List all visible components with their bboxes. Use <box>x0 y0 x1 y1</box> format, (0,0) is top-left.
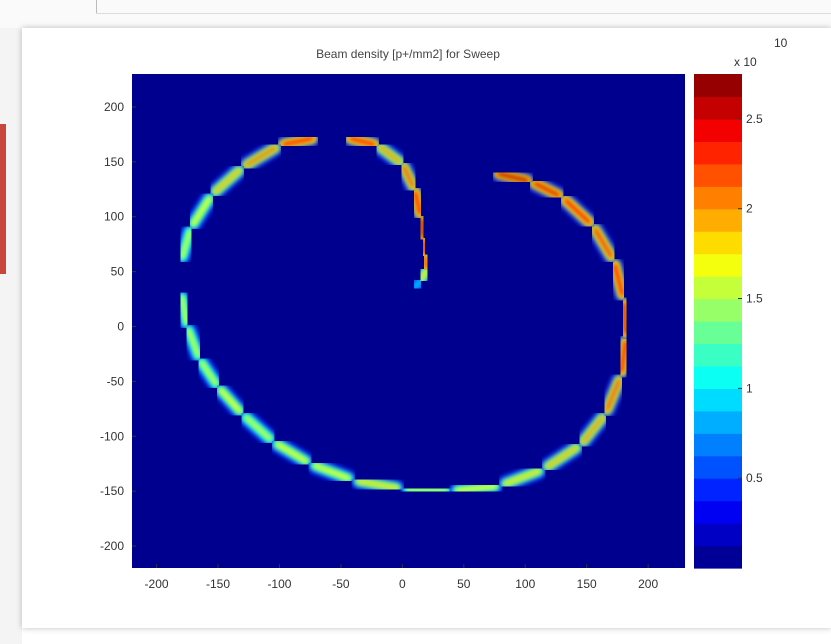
x-tick-label-2: -100 <box>267 577 291 591</box>
y-tick-label-1: 150 <box>104 155 124 169</box>
background-window-edge <box>96 0 97 14</box>
sweep-core-21 <box>275 442 308 464</box>
y-tick-label-0: 200 <box>104 100 124 114</box>
sweep-path <box>172 129 635 500</box>
sweep-core-7 <box>378 145 402 164</box>
y-tick-label-8: -200 <box>100 539 124 553</box>
colorbar-segment-14 <box>694 231 742 255</box>
background-side-strip <box>0 28 22 644</box>
y-tick-label-5: -50 <box>107 374 125 388</box>
sweep-core-29 <box>605 378 622 412</box>
sweep-core-36 <box>496 171 529 183</box>
figure-window: Beam density [p+/mm2] for Sweep -200 -150… <box>22 28 831 628</box>
colorbar-segment-16 <box>694 186 742 210</box>
colorbar-segment-15 <box>694 208 742 232</box>
colorbar-segment-19 <box>694 118 742 142</box>
x-tick-label-4: 0 <box>399 577 406 591</box>
colorbar-segment-18 <box>694 141 742 165</box>
colorbar-axis: 0.5 1 1.5 2 2.5 <box>738 112 763 485</box>
sweep-core-35 <box>533 181 561 198</box>
colorbar-segment-20 <box>694 96 742 120</box>
sweep-core-5 <box>413 190 423 216</box>
y-tick-label-2: 100 <box>104 210 124 224</box>
sweep-core-6 <box>401 165 416 189</box>
colorbar-tick-label-4: 2.5 <box>746 112 763 126</box>
x-tick-label-3: -50 <box>332 577 350 591</box>
sweep-core-13 <box>191 196 212 226</box>
sweep-core-32 <box>612 263 625 297</box>
colorbar-segment-21 <box>694 74 742 98</box>
colorbar-segment-1 <box>694 523 742 547</box>
colorbar-segment-11 <box>694 298 742 322</box>
sweep-core-14 <box>180 229 192 259</box>
sweep-core-11 <box>245 145 278 167</box>
x-tick-label-0: -200 <box>145 577 169 591</box>
sweep-core-12 <box>213 168 241 194</box>
sweep-core-10 <box>281 136 314 147</box>
sweep-core-24 <box>406 487 448 493</box>
sweep-core-30 <box>619 340 628 374</box>
y-tick-label-7: -150 <box>100 484 124 498</box>
sweep-core-25 <box>455 484 497 493</box>
colorbar-segment-6 <box>694 410 742 434</box>
x-tick-label-8: 200 <box>638 577 658 591</box>
colorbar-segment-2 <box>694 500 742 524</box>
sweep-core-16 <box>179 295 189 325</box>
colorbar-tick-label-3: 2 <box>746 202 753 216</box>
colorbar-segment-8 <box>694 365 742 389</box>
sweep-core-19 <box>218 388 242 414</box>
sweep-core-22 <box>313 463 351 481</box>
colorbar-tick-label-1: 1 <box>746 381 753 395</box>
sweep-core-18 <box>199 360 218 386</box>
background-red-element <box>0 124 6 274</box>
sweep-core-26 <box>503 469 541 486</box>
y-tick-label-6: -100 <box>100 429 124 443</box>
y-axis: 200 150 100 50 0 -50 -100 -150 -200 <box>100 100 136 553</box>
background-window-border <box>96 13 831 14</box>
colorbar-segment-3 <box>694 478 742 502</box>
chart-title: Beam density [p+/mm2] for Sweep <box>316 47 500 61</box>
x-tick-label-6: 100 <box>515 577 535 591</box>
x-axis: -200 -150 -100 -50 0 50 100 150 200 <box>145 564 658 591</box>
background-window-strip <box>0 0 831 28</box>
sweep-core-20 <box>244 415 272 441</box>
colorbar-segment-5 <box>694 433 742 457</box>
colorbar-segment-17 <box>694 163 742 187</box>
sweep-core-34 <box>563 198 592 225</box>
y-tick-label-3: 50 <box>111 265 125 279</box>
colorbar-segment-13 <box>694 253 742 277</box>
colorbar-segment-9 <box>694 343 742 367</box>
colorbar-tick-label-2: 1.5 <box>746 292 763 306</box>
x-tick-label-5: 50 <box>457 577 471 591</box>
sweep-core-23 <box>357 479 399 490</box>
beam-density-chart: Beam density [p+/mm2] for Sweep -200 -150… <box>100 36 788 591</box>
colorbar-segment-12 <box>694 276 742 300</box>
sweep-core-27 <box>546 445 579 469</box>
sweep-core-8 <box>348 136 377 147</box>
colorbar-segment-0 <box>694 545 742 569</box>
sweep-core-28 <box>581 415 605 444</box>
colorbar-segment-7 <box>694 388 742 412</box>
x-tick-label-7: 150 <box>577 577 597 591</box>
colorbar-multiplier: x 10 <box>734 55 757 69</box>
colorbar-tick-label-0: 0.5 <box>746 471 763 485</box>
sweep-core-33 <box>593 227 614 259</box>
sweep-core-4 <box>419 217 425 239</box>
colorbar-segment-10 <box>694 321 742 345</box>
colorbar-exponent: 10 <box>774 36 788 50</box>
colorbar <box>692 72 744 570</box>
colorbar-segment-4 <box>694 455 742 479</box>
sweep-core-17 <box>186 328 201 358</box>
x-tick-label-1: -150 <box>206 577 230 591</box>
y-tick-label-4: 0 <box>117 319 124 333</box>
sweep-core-31 <box>621 301 628 335</box>
